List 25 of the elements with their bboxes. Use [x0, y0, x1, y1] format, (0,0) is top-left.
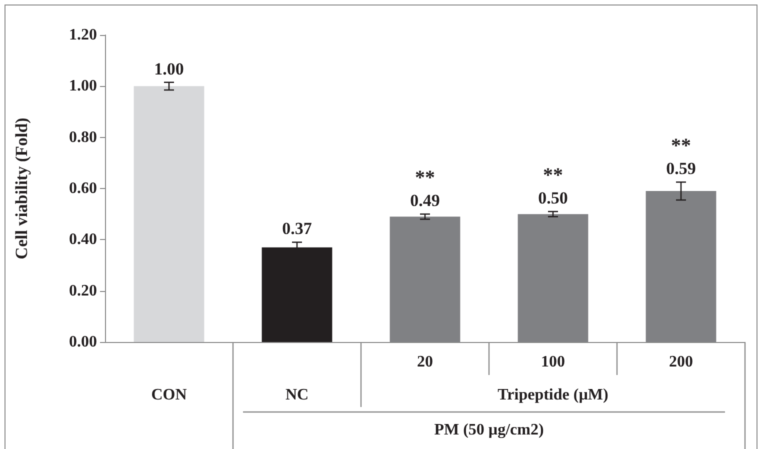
text: Tripeptide (µM) — [498, 386, 608, 404]
bar — [262, 247, 332, 342]
y-tick-label: 0.80 — [69, 128, 97, 146]
data-label: 0.50 — [538, 188, 568, 208]
bar — [134, 86, 204, 342]
y-tick-label: 0.60 — [69, 180, 97, 197]
x-tick-label: 20 — [417, 354, 433, 370]
annotation: ** — [415, 167, 435, 190]
y-tick-label: 0.40 — [69, 231, 97, 248]
annotation: ** — [543, 164, 563, 187]
x-tick-label: 100 — [541, 354, 565, 370]
y-tick-label: 0.00 — [69, 334, 97, 350]
data-label: 1.00 — [154, 59, 184, 78]
y-tick-label: 0.20 — [69, 282, 97, 300]
y-tick-label: 1.00 — [69, 78, 97, 95]
data-label: 0.37 — [282, 219, 312, 238]
x-tick-label: CON — [151, 386, 188, 404]
x-tick-label: NC — [285, 386, 309, 404]
data-label: 0.59 — [666, 159, 696, 178]
y-tick-label: 1.20 — [69, 26, 97, 44]
data-label: 0.49 — [410, 191, 440, 210]
text: PM (50 µg/cm2) — [434, 422, 544, 438]
annotation: ** — [671, 135, 691, 158]
y-axis-title: Cell viability (Fold) — [12, 118, 31, 260]
x-tick-label: 200 — [669, 354, 693, 370]
